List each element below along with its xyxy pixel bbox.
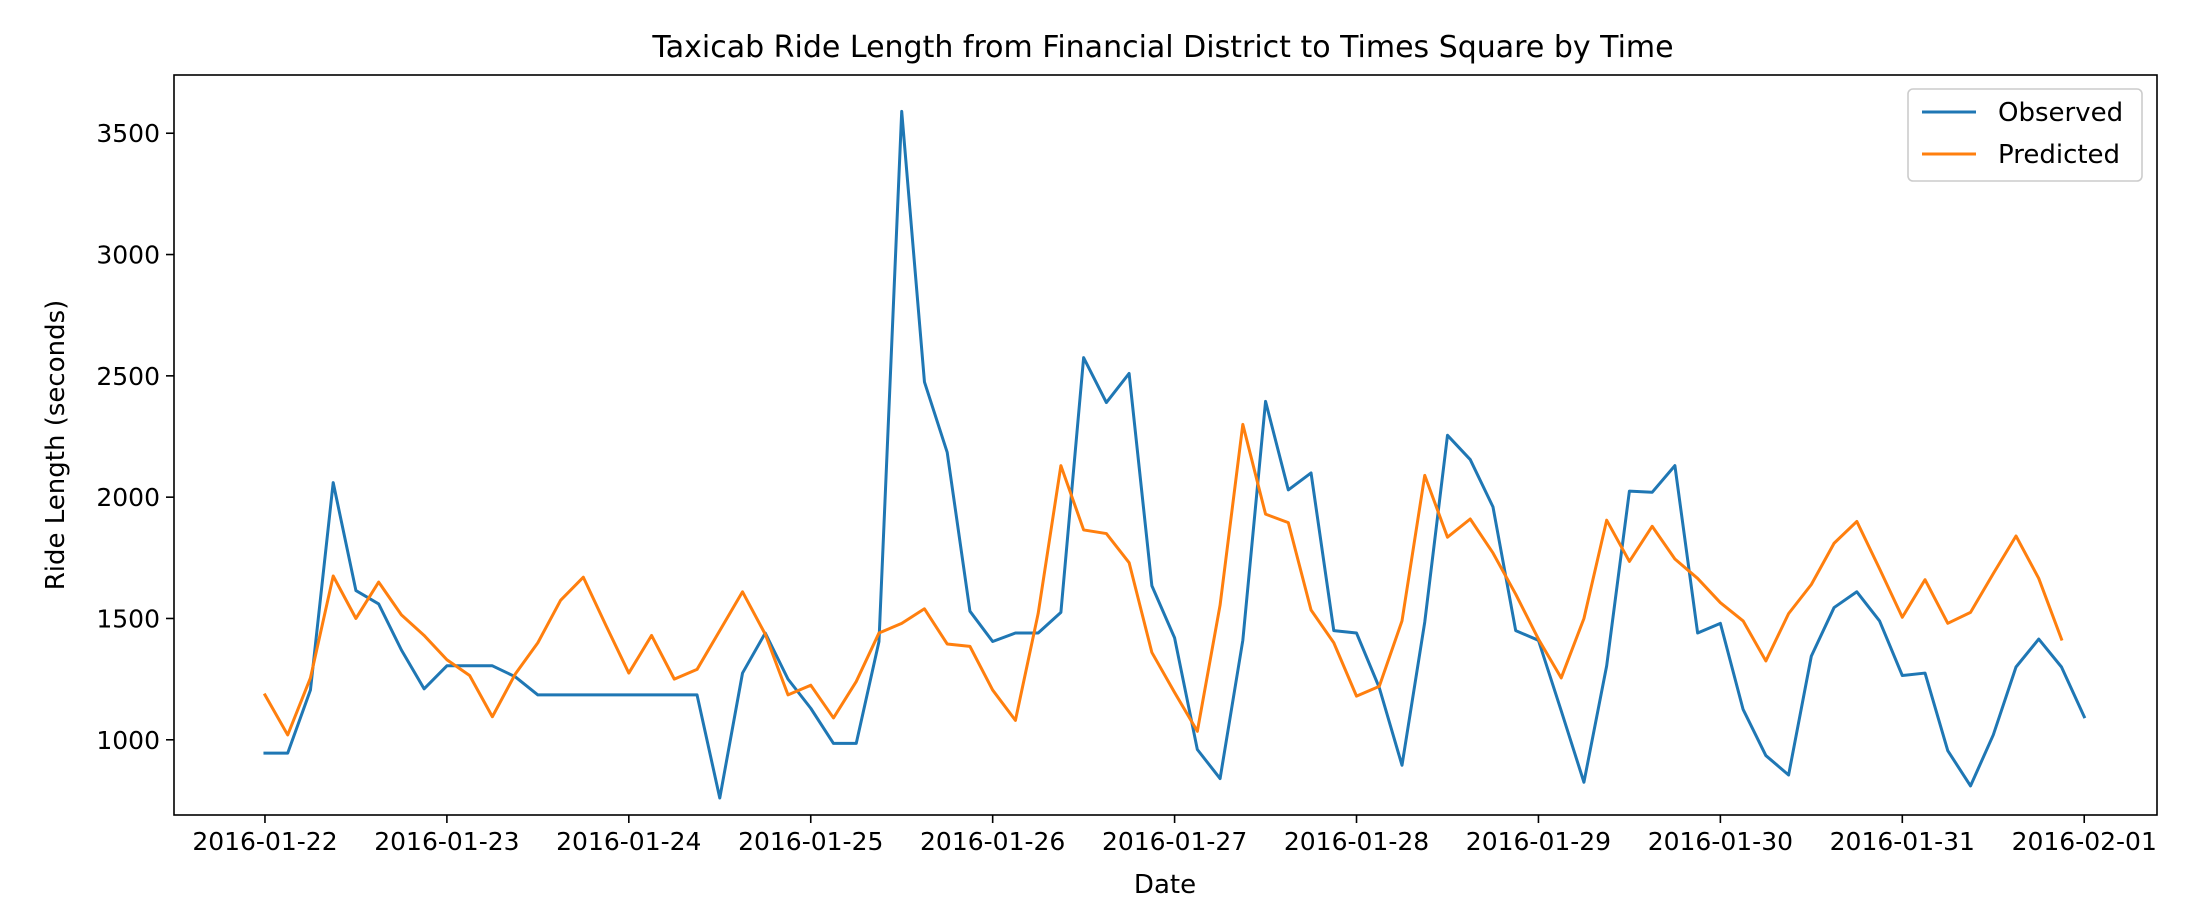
x-tick-label: 2016-01-30: [1648, 827, 1793, 856]
y-tick-label: 2000: [96, 483, 160, 512]
x-tick-label: 2016-01-24: [556, 827, 701, 856]
y-tick-label: 1500: [96, 604, 160, 633]
plot-frame: [173, 74, 2158, 816]
y-axis-label: Ride Length (seconds): [41, 300, 71, 591]
x-tick-label: 2016-01-31: [1830, 827, 1975, 856]
y-tick-label: 3500: [96, 119, 160, 148]
legend: Observed Predicted: [1907, 88, 2143, 182]
x-tick-label: 2016-02-01: [2012, 827, 2157, 856]
series-line-observed: [263, 109, 2087, 800]
x-tick-label: 2016-01-29: [1466, 827, 1611, 856]
series-line-predicted: [262, 422, 2064, 737]
x-tick-label: 2016-01-22: [192, 827, 337, 856]
x-tick-label: 2016-01-25: [738, 827, 883, 856]
series-layer: [262, 109, 2087, 800]
y-tick-label: 1000: [96, 726, 160, 755]
legend-label-observed: Observed: [1998, 98, 2123, 128]
y-axis: 1000 1500 2000 2500 3000 3500: [96, 119, 174, 755]
legend-label-predicted: Predicted: [1998, 140, 2120, 170]
x-tick-label: 2016-01-28: [1284, 827, 1429, 856]
chart-title: Taxicab Ride Length from Financial Distr…: [651, 30, 1673, 65]
x-tick-label: 2016-01-26: [920, 827, 1065, 856]
x-tick-label: 2016-01-23: [374, 827, 519, 856]
x-tick-label: 2016-01-27: [1102, 827, 1247, 856]
x-axis: 2016-01-22 2016-01-23 2016-01-24 2016-01-25…: [192, 815, 2157, 856]
y-tick-label: 3000: [96, 241, 160, 270]
y-tick-label: 2500: [96, 362, 160, 391]
x-axis-label: Date: [1134, 870, 1196, 900]
